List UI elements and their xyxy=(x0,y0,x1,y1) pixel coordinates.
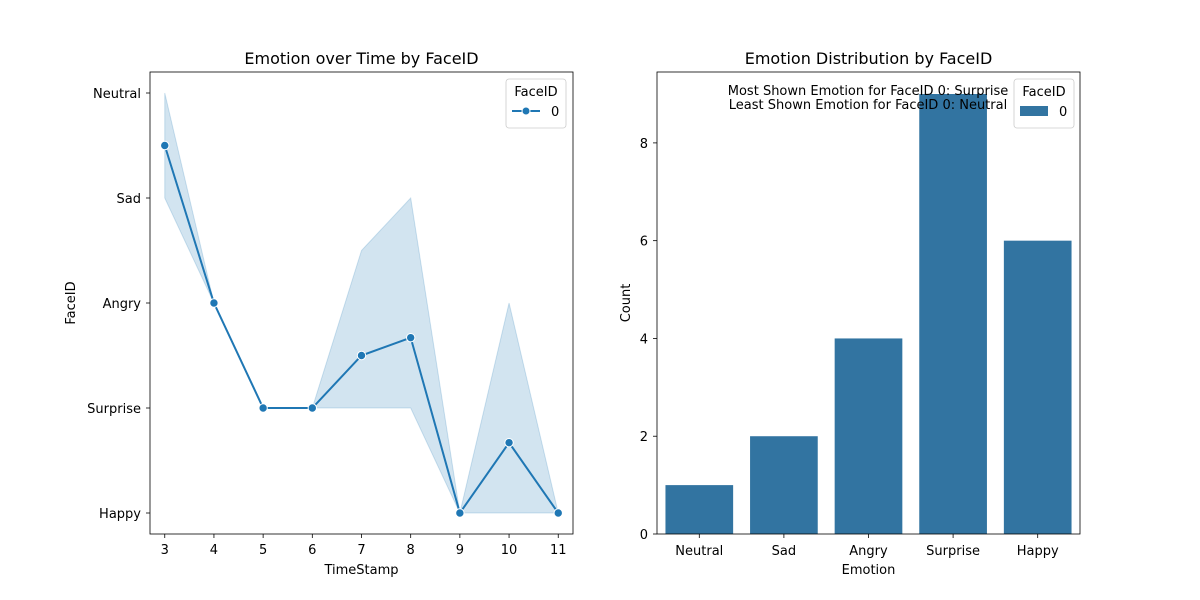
bar-plot-area xyxy=(665,94,1072,534)
line-x-axis-label: TimeStamp xyxy=(323,563,398,578)
bar-legend-entry-0: 0 xyxy=(1059,105,1067,120)
y-tick-label: Neutral xyxy=(93,87,141,102)
y-tick-label: Sad xyxy=(117,192,141,207)
y-tick-label: 0 xyxy=(640,528,648,543)
bar-chart-panel: Emotion Distribution by FaceID Neutral Sa… xyxy=(619,49,1081,578)
x-tick-label: 5 xyxy=(259,543,267,558)
data-point xyxy=(405,332,416,343)
y-tick-label: 8 xyxy=(640,137,648,152)
bar-y-ticks: 0 2 4 6 8 xyxy=(640,137,657,543)
bar xyxy=(1003,240,1072,534)
bar xyxy=(750,436,818,534)
y-tick-label: 2 xyxy=(640,430,648,445)
line-plot-area xyxy=(160,92,563,518)
bar-x-axis-label: Emotion xyxy=(842,563,896,578)
x-tick-label: 8 xyxy=(407,543,415,558)
data-point xyxy=(307,403,318,413)
data-point xyxy=(455,508,465,518)
line-legend: FaceID 0 xyxy=(505,78,567,129)
bar-x-ticks: Neutral Sad Angry Surprise Happy xyxy=(675,534,1059,559)
x-tick-label: 7 xyxy=(357,543,365,558)
data-point xyxy=(504,437,514,448)
line-chart-panel: Emotion over Time by FaceID 3 4 5 6 7 8 9 10 11 … xyxy=(64,49,574,578)
data-point xyxy=(258,403,268,413)
confidence-band xyxy=(164,92,559,514)
data-point xyxy=(209,298,219,308)
line-legend-marker xyxy=(521,106,531,116)
y-tick-label: Angry xyxy=(103,297,142,312)
line-y-axis-label: FaceID xyxy=(64,281,79,324)
annotation-most-shown: Most Shown Emotion for FaceID 0: Surpris… xyxy=(728,84,1008,99)
y-tick-label: 4 xyxy=(640,332,648,347)
x-tick-label: 6 xyxy=(308,543,316,558)
data-point xyxy=(356,350,367,361)
x-tick-label: 3 xyxy=(161,543,169,558)
bar-legend-swatch xyxy=(1020,106,1048,116)
data-point xyxy=(160,140,170,151)
x-tick-label: Sad xyxy=(772,544,796,559)
x-tick-label: Angry xyxy=(849,544,888,559)
bar-legend-title: FaceID xyxy=(1022,85,1065,100)
bar-chart-title: Emotion Distribution by FaceID xyxy=(745,49,993,68)
annotation-least-shown: Least Shown Emotion for FaceID 0: Neutra… xyxy=(729,98,1007,113)
line-x-ticks: 3 4 5 6 7 8 9 10 11 xyxy=(161,534,567,558)
bar-y-axis-label: Count xyxy=(619,284,634,323)
x-tick-label: Happy xyxy=(1017,544,1059,559)
y-tick-label: 6 xyxy=(640,235,648,250)
bar xyxy=(665,485,734,534)
bar-legend: FaceID 0 xyxy=(1013,78,1075,129)
line-legend-box xyxy=(505,78,567,129)
x-tick-label: Surprise xyxy=(926,544,980,559)
bar xyxy=(919,94,987,534)
x-tick-label: 10 xyxy=(501,543,518,558)
line-legend-title: FaceID xyxy=(514,85,557,100)
x-tick-label: 9 xyxy=(456,543,464,558)
x-tick-label: 4 xyxy=(210,543,218,558)
line-chart-title: Emotion over Time by FaceID xyxy=(244,49,478,68)
y-tick-label: Happy xyxy=(99,507,141,522)
x-tick-label: 11 xyxy=(550,543,567,558)
bar xyxy=(834,338,903,534)
y-tick-label: Surprise xyxy=(87,402,141,417)
x-tick-label: Neutral xyxy=(675,544,723,559)
line-y-ticks: Happy Surprise Angry Sad Neutral xyxy=(87,87,150,522)
data-point xyxy=(553,508,563,518)
line-legend-entry-0: 0 xyxy=(551,105,559,120)
